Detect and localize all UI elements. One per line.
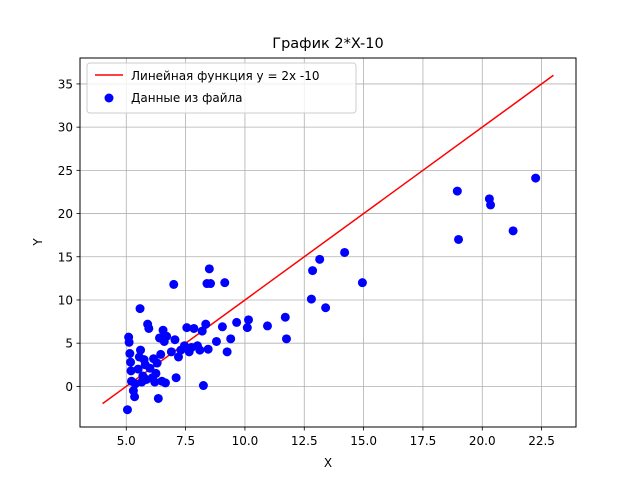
data-point — [160, 378, 170, 388]
y-tick-label: 0 — [65, 380, 73, 394]
data-point — [220, 278, 230, 288]
grid-lines — [80, 58, 576, 427]
data-point — [124, 337, 134, 347]
data-point — [454, 234, 464, 244]
data-point — [232, 317, 242, 327]
data-point — [204, 264, 214, 274]
x-tick-label: 20.0 — [469, 434, 496, 448]
data-point — [150, 377, 160, 387]
data-point — [306, 294, 316, 304]
data-point — [133, 364, 143, 374]
data-point — [126, 357, 136, 367]
data-point — [136, 345, 146, 355]
data-point — [222, 347, 232, 357]
data-point — [242, 323, 252, 333]
data-point — [151, 368, 161, 378]
data-point — [217, 322, 227, 332]
points-layer — [122, 173, 541, 415]
y-tick-label: 10 — [58, 293, 73, 307]
data-point — [173, 352, 183, 362]
data-point — [486, 200, 496, 210]
y-tick-label: 35 — [58, 77, 73, 91]
data-point — [340, 247, 350, 257]
plot-frame — [79, 57, 577, 428]
data-point — [179, 341, 189, 351]
y-tick-label: 15 — [58, 250, 73, 264]
data-point — [144, 323, 154, 333]
data-point — [308, 266, 318, 276]
data-point — [171, 373, 181, 383]
data-point — [281, 334, 291, 344]
data-point — [531, 173, 541, 183]
data-point — [126, 366, 136, 376]
x-tick-label: 7.5 — [176, 434, 195, 448]
data-point — [145, 363, 155, 373]
x-axis-label: X — [324, 456, 332, 470]
data-point — [357, 278, 367, 288]
data-point — [211, 336, 221, 346]
x-tick-label: 17.5 — [410, 434, 437, 448]
data-point — [280, 312, 290, 322]
data-point — [130, 392, 140, 402]
data-point — [189, 323, 199, 333]
x-tick-label: 10.0 — [232, 434, 259, 448]
data-point — [452, 186, 462, 196]
y-axis-label: Y — [31, 238, 45, 247]
data-point — [182, 323, 192, 333]
data-point — [243, 315, 253, 325]
y-axis: 0 5 10 15 20 25 30 35 — [58, 77, 80, 394]
data-point — [169, 279, 179, 289]
data-point — [201, 319, 211, 329]
x-tick-label: 5.0 — [117, 434, 136, 448]
legend: Линейная функция y = 2x -10 Данные из фа… — [86, 62, 357, 114]
x-tick-label: 15.0 — [350, 434, 377, 448]
data-point — [152, 358, 162, 368]
x-tick-label: 12.5 — [291, 434, 318, 448]
legend-line-label: Линейная функция y = 2x -10 — [131, 69, 319, 83]
y-tick-label: 20 — [58, 207, 73, 221]
x-axis: 5.0 7.5 10.0 12.5 15.0 17.5 20.0 22.5 — [117, 427, 555, 448]
data-point — [166, 347, 176, 357]
y-tick-label: 25 — [58, 164, 73, 178]
data-point — [162, 331, 172, 341]
data-point — [197, 326, 207, 336]
y-tick-label: 30 — [58, 121, 73, 135]
x-tick-label: 22.5 — [528, 434, 555, 448]
data-point — [125, 349, 135, 359]
data-point — [226, 334, 236, 344]
data-point — [122, 405, 132, 415]
data-point — [170, 335, 180, 345]
data-point — [156, 349, 166, 359]
chart-title: График 2*X-10 — [272, 36, 384, 52]
data-point — [315, 254, 325, 264]
legend-scatter-swatch — [104, 93, 114, 103]
data-point — [321, 303, 331, 313]
legend-box — [86, 62, 357, 114]
data-point — [203, 344, 213, 354]
legend-scatter-label: Данные из файла — [131, 91, 243, 105]
data-point — [135, 304, 145, 314]
data-point — [198, 381, 208, 391]
data-point — [153, 393, 163, 403]
data-point — [206, 279, 216, 289]
y-tick-label: 5 — [65, 337, 73, 351]
data-point — [195, 345, 205, 355]
data-point — [508, 226, 518, 236]
data-point — [262, 321, 272, 331]
